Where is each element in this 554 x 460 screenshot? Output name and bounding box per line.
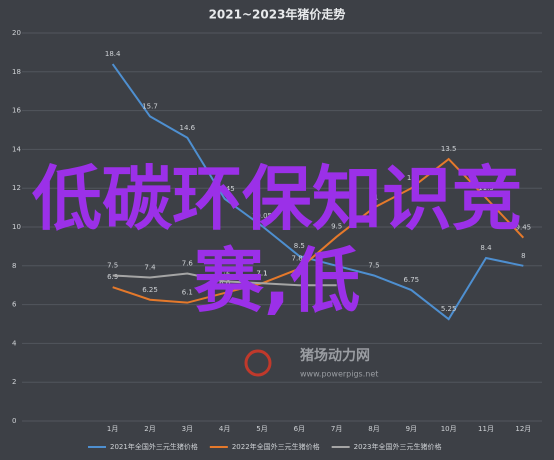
- series-line: [112, 157, 525, 304]
- data-label: 9.5: [331, 223, 342, 231]
- x-tick-label: 10月: [441, 425, 457, 433]
- x-tick-label: 6月: [294, 425, 305, 433]
- x-tick-label: 7月: [331, 425, 342, 433]
- data-label: 11.5: [478, 184, 494, 192]
- data-label: 14.6: [180, 124, 196, 132]
- y-tick-label: 20: [12, 29, 21, 37]
- x-tick-label: 12月: [515, 425, 531, 433]
- data-label: 8.4: [480, 244, 492, 252]
- x-tick-label: 3月: [182, 425, 193, 433]
- data-label: 10.05: [252, 212, 272, 220]
- data-label: 13.5: [441, 145, 457, 153]
- y-tick-label: 16: [12, 107, 21, 115]
- overlay-text: 低碳环保知识竞赛,低: [32, 158, 522, 322]
- x-tick-label: 4月: [219, 425, 230, 433]
- data-label: 7.1: [256, 269, 267, 277]
- series-line: [112, 272, 337, 287]
- data-label: 7.5: [368, 262, 379, 270]
- data-label: 7.4: [144, 263, 156, 271]
- chart-title: 2021~2023年猪价走势: [209, 7, 346, 22]
- data-label: 12: [407, 174, 416, 182]
- y-tick-label: 4: [12, 339, 17, 347]
- watermark: 猪场动力网: [299, 347, 370, 364]
- data-label: 6.9: [107, 273, 118, 281]
- x-tick-label: 5月: [256, 425, 267, 433]
- data-label: 8.5: [294, 242, 305, 250]
- y-tick-label: 6: [12, 301, 17, 309]
- legend-label: 2022年全国外三元生猪价格: [232, 442, 320, 451]
- data-label: 5.25: [441, 305, 457, 313]
- data-label: 7.6: [182, 260, 194, 268]
- data-label: 6.6: [219, 279, 231, 287]
- data-label: 7.2: [219, 267, 230, 275]
- legend-label: 2023年全国外三元生猪价格: [354, 442, 442, 451]
- x-tick-label: 8月: [368, 425, 379, 433]
- y-tick-label: 8: [12, 262, 16, 270]
- data-label: 11.45: [215, 185, 235, 193]
- data-label: 6.1: [182, 289, 193, 297]
- data-label: 18.4: [105, 50, 121, 58]
- legend-label: 2021年全国外三元生猪价格: [110, 442, 198, 451]
- data-label: 8: [521, 252, 525, 260]
- series-line: [111, 63, 524, 321]
- data-label: 6.75: [404, 276, 420, 284]
- data-label: 6.25: [142, 286, 158, 294]
- x-tick-label: 9月: [406, 425, 417, 433]
- watermark-logo: [244, 349, 272, 377]
- data-label: 7: [297, 271, 301, 279]
- data-label: 11: [370, 194, 379, 202]
- x-tick-label: 2月: [144, 425, 155, 433]
- data-label: 7: [334, 271, 338, 279]
- y-tick-label: 12: [12, 184, 21, 192]
- y-tick-label: 10: [12, 223, 21, 231]
- data-label: 7.5: [107, 262, 118, 270]
- data-label: 7.1: [256, 269, 267, 277]
- data-label: 15.7: [142, 102, 158, 110]
- y-tick-label: 18: [12, 68, 21, 76]
- data-label: 7.85: [292, 255, 308, 263]
- x-tick-label: 11月: [478, 425, 494, 433]
- watermark-url: www.powerpigs.net: [300, 370, 378, 379]
- y-tick-label: 0: [12, 417, 16, 425]
- data-label: 9.45: [516, 224, 532, 232]
- y-tick-label: 2: [12, 378, 16, 386]
- data-label: 8: [334, 252, 338, 260]
- x-tick-label: 1月: [107, 425, 118, 433]
- y-tick-label: 14: [12, 145, 21, 153]
